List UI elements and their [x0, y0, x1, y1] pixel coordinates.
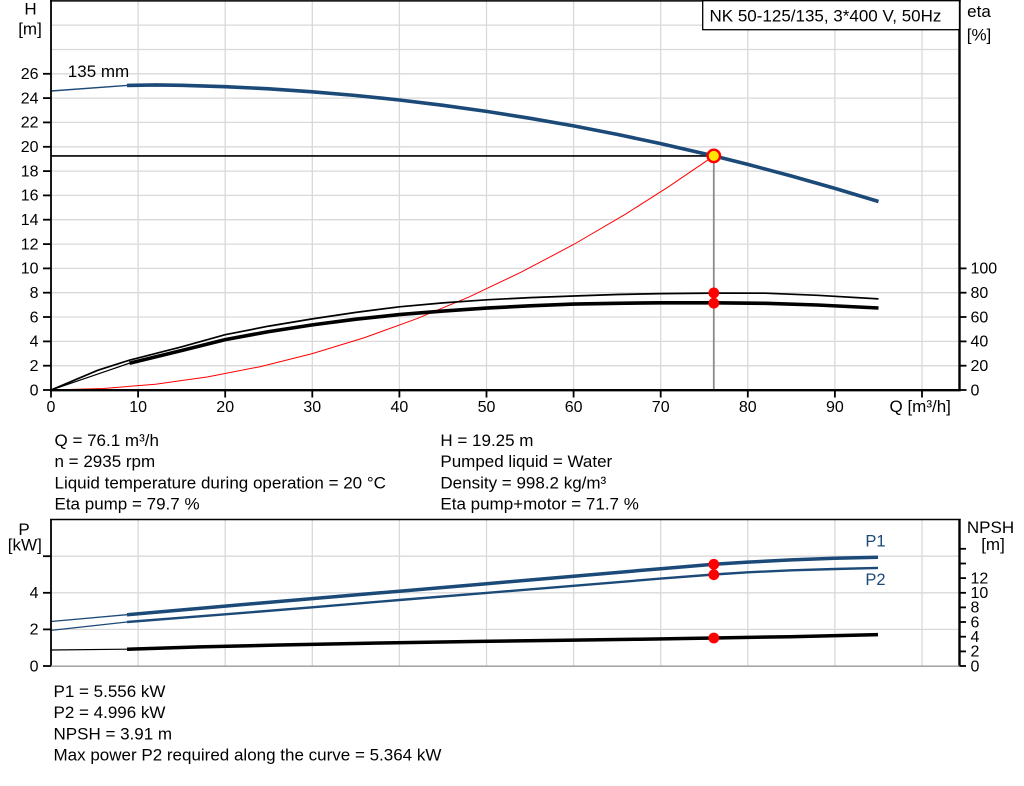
svg-text:Pumped liquid = Water: Pumped liquid = Water — [440, 452, 612, 471]
svg-text:0: 0 — [30, 658, 39, 675]
svg-text:6: 6 — [30, 309, 39, 326]
svg-text:NPSH = 3.91 m: NPSH = 3.91 m — [54, 724, 173, 743]
svg-text:18: 18 — [21, 163, 39, 180]
svg-text:0: 0 — [30, 382, 39, 399]
svg-text:50: 50 — [478, 399, 496, 416]
svg-text:n = 2935 rpm: n = 2935 rpm — [55, 452, 156, 471]
svg-text:P: P — [18, 520, 29, 539]
svg-text:10: 10 — [21, 261, 39, 278]
svg-text:P1: P1 — [865, 533, 885, 551]
svg-text:NK 50-125/135, 3*400 V, 50Hz: NK 50-125/135, 3*400 V, 50Hz — [710, 6, 942, 25]
svg-text:Max power P2 required along th: Max power P2 required along the curve = … — [54, 746, 442, 765]
svg-text:[m]: [m] — [981, 535, 1005, 554]
svg-text:P1 = 5.556 kW: P1 = 5.556 kW — [54, 682, 166, 701]
svg-text:60: 60 — [565, 399, 583, 416]
svg-text:2: 2 — [971, 644, 980, 661]
svg-text:P2: P2 — [865, 571, 885, 589]
svg-text:70: 70 — [652, 399, 670, 416]
svg-text:135 mm: 135 mm — [68, 62, 129, 81]
svg-text:H: H — [24, 0, 36, 18]
svg-text:P2 = 4.996 kW: P2 = 4.996 kW — [54, 703, 166, 722]
svg-text:Liquid temperature during oper: Liquid temperature during operation = 20… — [55, 473, 386, 492]
svg-text:26: 26 — [21, 66, 39, 83]
svg-text:80: 80 — [739, 399, 757, 416]
svg-text:12: 12 — [971, 570, 989, 587]
svg-text:90: 90 — [826, 399, 844, 416]
svg-text:8: 8 — [971, 600, 980, 617]
svg-text:16: 16 — [21, 188, 39, 205]
svg-text:[kW]: [kW] — [8, 535, 42, 554]
svg-text:10: 10 — [971, 585, 989, 602]
svg-text:2: 2 — [30, 358, 39, 375]
svg-text:0: 0 — [47, 399, 56, 416]
svg-text:4: 4 — [30, 334, 39, 351]
svg-text:Q = 76.1 m³/h: Q = 76.1 m³/h — [55, 431, 159, 450]
svg-text:Eta pump+motor = 71.7 %: Eta pump+motor = 71.7 % — [440, 495, 638, 514]
svg-text:Eta pump = 79.7 %: Eta pump = 79.7 % — [55, 495, 200, 514]
svg-text:[%]: [%] — [967, 25, 992, 44]
svg-text:4: 4 — [971, 629, 980, 646]
svg-text:H = 19.25 m: H = 19.25 m — [440, 431, 533, 450]
svg-text:20: 20 — [21, 139, 39, 156]
svg-text:8: 8 — [30, 285, 39, 302]
svg-text:[m]: [m] — [18, 20, 42, 39]
svg-text:22: 22 — [21, 115, 39, 132]
svg-text:10: 10 — [129, 399, 147, 416]
svg-text:2: 2 — [30, 622, 39, 639]
svg-text:14: 14 — [21, 212, 39, 229]
svg-text:30: 30 — [303, 399, 321, 416]
svg-text:Density = 998.2 kg/m³: Density = 998.2 kg/m³ — [440, 473, 606, 492]
svg-text:6: 6 — [971, 614, 980, 631]
svg-text:100: 100 — [971, 261, 998, 278]
svg-text:24: 24 — [21, 90, 39, 107]
svg-text:4: 4 — [30, 585, 39, 602]
svg-text:eta: eta — [967, 2, 991, 21]
svg-text:40: 40 — [391, 399, 409, 416]
svg-text:60: 60 — [971, 309, 989, 326]
svg-text:40: 40 — [971, 334, 989, 351]
svg-text:0: 0 — [971, 382, 980, 399]
svg-text:12: 12 — [21, 236, 39, 253]
svg-text:0: 0 — [971, 658, 980, 675]
svg-text:20: 20 — [971, 358, 989, 375]
svg-text:20: 20 — [216, 399, 234, 416]
svg-text:NPSH: NPSH — [967, 518, 1014, 537]
svg-text:Q [m³/h]: Q [m³/h] — [890, 397, 951, 416]
svg-text:80: 80 — [971, 285, 989, 302]
